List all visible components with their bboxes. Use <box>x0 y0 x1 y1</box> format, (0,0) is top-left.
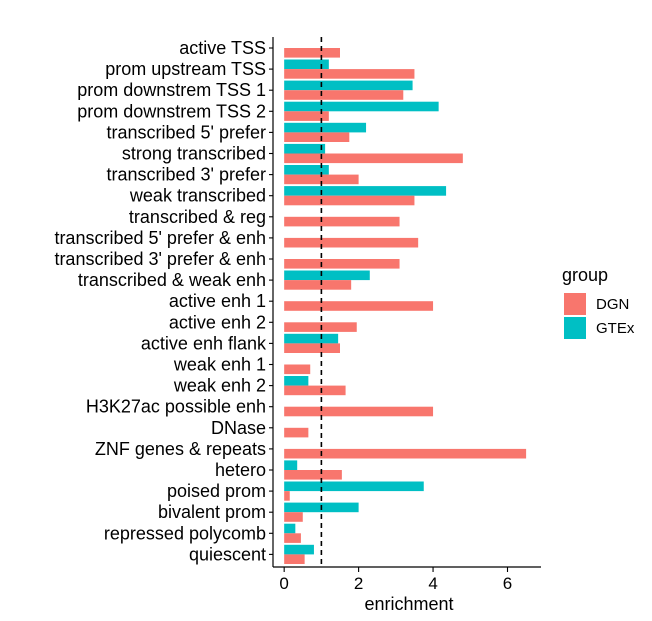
bar-dgn <box>284 554 305 564</box>
category-label: H3K27ac possible enh <box>86 397 266 417</box>
bar-gtex <box>284 143 326 154</box>
category-label: quiescent <box>189 544 266 564</box>
category-label: prom downstrem TSS 1 <box>77 80 266 100</box>
category-label: active enh flank <box>141 333 267 353</box>
category-label: active enh 1 <box>169 291 266 311</box>
bar-dgn <box>284 491 290 501</box>
category-label: transcribed 3' prefer & enh <box>54 249 266 269</box>
bar-gtex <box>284 523 296 534</box>
bar-dgn <box>284 470 342 480</box>
x-ticks: 0 2 4 6 <box>279 567 512 593</box>
bar-dgn <box>284 195 415 206</box>
bar-dgn <box>284 512 303 522</box>
x-tick-label: 6 <box>503 574 512 593</box>
bar-dgn <box>284 90 404 100</box>
bar-dgn <box>284 259 400 269</box>
bar-dgn <box>284 174 359 185</box>
category-label: transcribed 5' prefer & enh <box>54 228 266 248</box>
bar-gtex <box>284 376 309 386</box>
bar-gtex <box>284 460 298 470</box>
bar-gtex <box>284 59 329 70</box>
category-label: bivalent prom <box>158 502 266 522</box>
bar-dgn <box>284 153 463 164</box>
bar-dgn <box>284 132 350 142</box>
legend-items: DGN GTEx <box>564 293 635 339</box>
bar-dgn <box>284 322 357 332</box>
bar-dgn <box>284 280 352 290</box>
x-tick-label: 2 <box>354 574 363 593</box>
legend-label-dgn: DGN <box>596 296 629 313</box>
category-label: prom upstream TSS <box>105 59 266 79</box>
category-label: strong transcribed <box>122 144 266 164</box>
category-label: prom downstrem TSS 2 <box>77 101 266 121</box>
bar-gtex <box>284 165 329 175</box>
category-label: active TSS <box>179 38 266 58</box>
category-label: transcribed & weak enh <box>78 270 266 290</box>
bars-layer <box>284 48 527 564</box>
bar-gtex <box>284 186 447 196</box>
bar-dgn <box>284 343 340 353</box>
category-label: transcribed 3' prefer <box>106 165 266 185</box>
bar-dgn <box>284 216 400 227</box>
legend-swatch-gtex <box>564 317 586 339</box>
category-label: transcribed & reg <box>129 207 266 227</box>
category-label: hetero <box>215 460 266 480</box>
category-label: weak enh 1 <box>173 355 266 375</box>
category-label: weak transcribed <box>129 186 266 206</box>
bar-dgn <box>284 533 301 543</box>
bar-dgn <box>284 406 434 417</box>
category-label: poised prom <box>167 481 266 501</box>
category-label: repressed polycomb <box>104 523 266 543</box>
bar-gtex <box>284 544 314 555</box>
category-label: active enh 2 <box>169 312 266 332</box>
legend-label-gtex: GTEx <box>596 320 635 337</box>
category-label: DNase <box>211 418 266 438</box>
bar-gtex <box>284 481 424 492</box>
legend-swatch-dgn <box>564 293 586 315</box>
bar-gtex <box>284 101 439 112</box>
bar-dgn <box>284 427 309 438</box>
category-label: ZNF genes & repeats <box>95 439 266 459</box>
legend: group DGN GTEx <box>562 265 635 339</box>
category-label: transcribed 5' prefer <box>106 122 266 142</box>
bar-gtex <box>284 333 339 344</box>
bar-dgn <box>284 111 329 121</box>
bar-dgn <box>284 237 419 248</box>
bar-dgn <box>284 364 311 375</box>
legend-title: group <box>562 265 608 285</box>
x-axis-title: enrichment <box>364 594 453 614</box>
bar-gtex <box>284 80 413 91</box>
bar-gtex <box>284 270 370 281</box>
bar-dgn <box>284 385 346 396</box>
x-tick-label: 0 <box>279 574 288 593</box>
bar-dgn <box>284 69 415 79</box>
bar-dgn <box>284 448 527 459</box>
bar-gtex <box>284 122 367 133</box>
x-tick-label: 4 <box>428 574 437 593</box>
bar-dgn <box>284 301 434 311</box>
category-label: weak enh 2 <box>173 376 266 396</box>
bar-dgn <box>284 48 340 58</box>
